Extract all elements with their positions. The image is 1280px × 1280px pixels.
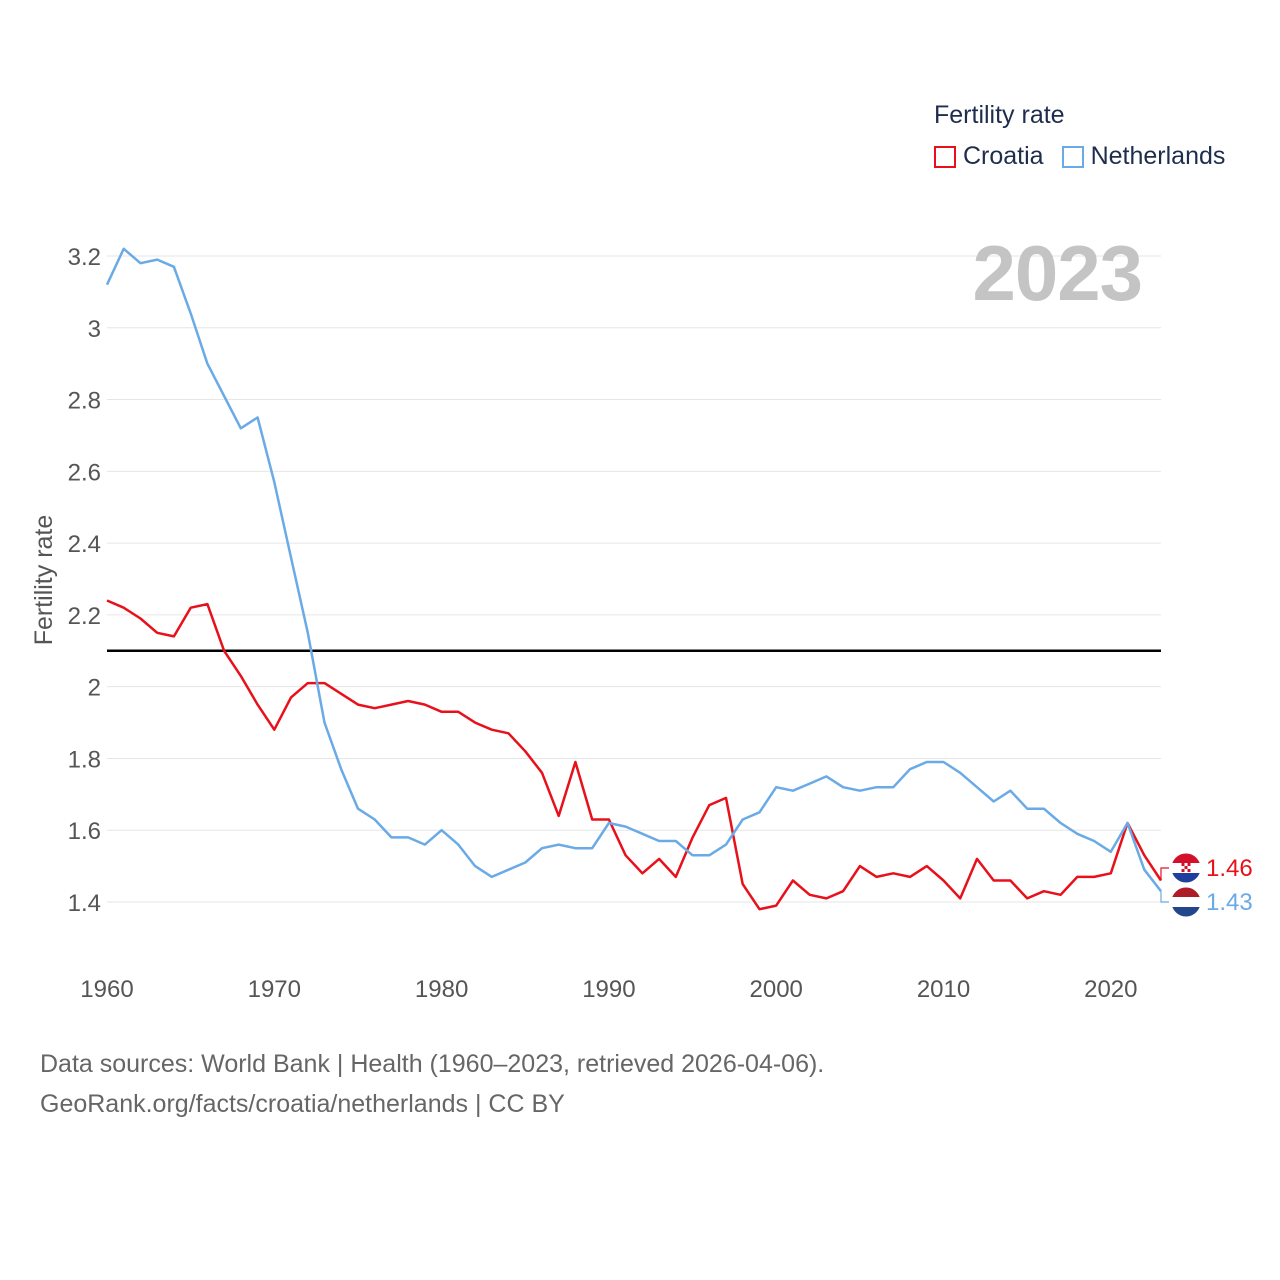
x-tick-label: 1960	[80, 976, 133, 1003]
x-tick-label: 1980	[415, 976, 468, 1003]
legend-item-croatia[interactable]: Croatia	[934, 142, 1044, 171]
y-axis-ticks: 1.4 1.6 1.8 2 2.2 2.4 2.6 2.8 3 3.2	[68, 244, 101, 917]
footer: Data sources: World Bank | Health (1960–…	[40, 1044, 824, 1124]
y-tick-label: 2.8	[68, 388, 101, 415]
footer-link[interactable]: GeoRank.org/facts/croatia/netherlands | …	[40, 1090, 565, 1118]
series-line-croatia	[106, 599, 1163, 911]
end-connector	[1160, 867, 1169, 881]
y-tick-label: 1.8	[68, 746, 101, 773]
x-tick-label: 1990	[582, 976, 635, 1003]
legend-title: Fertility rate	[934, 101, 1065, 129]
legend-label-croatia: Croatia	[963, 142, 1044, 170]
y-tick-label: 2.6	[68, 459, 101, 486]
y-tick-label: 2.2	[68, 603, 101, 630]
x-tick-label: 2000	[750, 976, 803, 1003]
footer-sources: Data sources: World Bank | Health (1960–…	[40, 1050, 825, 1078]
end-labels: 1.46 1.43	[1160, 852, 1253, 918]
year-display: 2023	[972, 229, 1143, 317]
end-connector	[1160, 891, 1169, 903]
x-tick-label: 2010	[917, 976, 970, 1003]
y-tick-label: 1.6	[68, 818, 101, 845]
legend-swatch-netherlands	[1061, 145, 1084, 168]
x-tick-label: 2020	[1084, 976, 1137, 1003]
series-line-netherlands	[105, 247, 1162, 892]
x-tick-label: 1970	[248, 976, 301, 1003]
y-tick-label: 3	[88, 316, 101, 343]
series-lines	[105, 247, 1163, 911]
y-tick-label: 2	[88, 675, 101, 702]
legend-item-netherlands[interactable]: Netherlands	[1061, 142, 1226, 171]
croatia-flag-icon	[1170, 852, 1202, 884]
y-tick-label: 1.4	[68, 890, 101, 917]
end-value-croatia: 1.46	[1206, 855, 1253, 882]
end-value-netherlands: 1.43	[1206, 889, 1253, 916]
x-axis-ticks: 1960 1970 1980 1990 2000 2010 2020	[80, 976, 1137, 1003]
y-axis-label: Fertility rate	[30, 515, 58, 646]
y-tick-label: 3.2	[68, 244, 101, 271]
y-tick-label: 2.4	[68, 531, 101, 558]
legend-label-netherlands: Netherlands	[1090, 142, 1226, 170]
legend-swatch-croatia	[934, 145, 956, 168]
netherlands-flag-icon	[1170, 886, 1202, 918]
legend: Fertility rate Croatia Netherlands	[934, 100, 1243, 171]
gridlines	[107, 255, 1161, 903]
